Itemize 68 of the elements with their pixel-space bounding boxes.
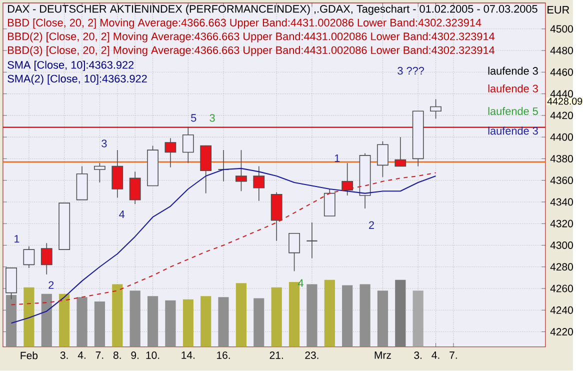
candlestick bbox=[94, 162, 106, 184]
y-tick-label: 4300 bbox=[550, 242, 573, 250]
candlestick bbox=[182, 127, 194, 164]
annotation: BBD [Close, 20, 2] Moving Average:4366.663 Upper Band:4431.002086 Lower Band:4302.323914 bbox=[8, 18, 482, 29]
x-tick-label: 14. bbox=[182, 352, 194, 360]
annotation: SMA(2) [Close, 10]:4363.922 bbox=[8, 74, 147, 85]
x-tick-label: 7. bbox=[96, 352, 104, 360]
x-tick-label: 4. bbox=[432, 352, 440, 360]
text: laufende 3 bbox=[488, 126, 538, 135]
candlestick bbox=[430, 99, 442, 120]
x-tick-label: 16. bbox=[217, 352, 230, 360]
annotation: BBD(2) [Close, 20, 2] Moving Average:4366.663 Upper Band:4431.002086 Lower Band:4302.323914 bbox=[8, 32, 494, 43]
text: 4428.09 bbox=[547, 98, 582, 105]
candlestick bbox=[306, 222, 318, 259]
candlestick bbox=[129, 172, 141, 205]
y-tick-label: 4260 bbox=[550, 285, 573, 292]
x-tick-label: 4. bbox=[78, 352, 86, 360]
x-tick-label: 3. bbox=[414, 352, 422, 360]
annotation: SMA [Close, 10]:4363.922 bbox=[8, 61, 134, 72]
annotation: 3 bbox=[102, 140, 107, 148]
x-tick-label: 23. bbox=[305, 352, 318, 360]
annotation: BBD(3) [Close, 20, 2] Moving Average:4366.663 Upper Band:4431.002086 Lower Band:4302.323914 bbox=[8, 46, 494, 56]
candlestick bbox=[112, 150, 124, 198]
text: laufende 3 bbox=[488, 67, 538, 75]
candlestick bbox=[40, 242, 52, 276]
y-tick-label: 4460 bbox=[550, 68, 573, 76]
y-tick-label: 4400 bbox=[550, 134, 573, 142]
x-tick-label: 7. bbox=[450, 352, 457, 360]
candlestick bbox=[342, 162, 354, 196]
x-tick-label: 9. bbox=[131, 352, 138, 360]
candlestick bbox=[253, 166, 265, 202]
y-tick-label: 4220 bbox=[550, 328, 573, 336]
y-tick-label: 4480 bbox=[550, 47, 573, 54]
y-tick-label: 4240 bbox=[550, 306, 573, 314]
y-axis-title: EUR bbox=[548, 6, 570, 14]
y-tick-label: 4440 bbox=[550, 90, 573, 98]
candlestick bbox=[394, 136, 406, 167]
y-tick-label: 4340 bbox=[550, 198, 573, 206]
x-tick-label: Mrz bbox=[374, 352, 391, 360]
candlestick bbox=[377, 141, 388, 178]
candlestick bbox=[324, 188, 336, 217]
annotation: 4 bbox=[298, 280, 304, 288]
text: laufende 5 bbox=[488, 107, 538, 116]
annotation: 2 bbox=[48, 281, 54, 290]
x-tick-label: 10. bbox=[146, 352, 160, 360]
annotation: 2 bbox=[369, 222, 374, 230]
annotation: 5 bbox=[191, 114, 196, 122]
annotation: 3 bbox=[210, 114, 215, 122]
y-tick-label: 4360 bbox=[550, 176, 573, 184]
candlestick bbox=[288, 233, 300, 272]
annotation: 3 ??? bbox=[398, 67, 424, 75]
annotation: 1 bbox=[14, 235, 20, 243]
annotation: 1 bbox=[334, 154, 340, 162]
x-tick-label: Feb bbox=[20, 352, 38, 360]
y-tick-label: 4420 bbox=[550, 112, 573, 120]
y-tick-label: 4280 bbox=[550, 263, 573, 271]
candlestick bbox=[23, 246, 35, 269]
chart-title: DAX - DEUTSCHER AKTIENINDEX (PERFORMANCEINDEX) ,.GDAX, Tageschart - 01.02.2005 - 07.03.2005 bbox=[8, 5, 538, 16]
x-tick-label: 8. bbox=[113, 352, 121, 360]
y-tick-label: 4380 bbox=[550, 155, 573, 163]
y-tick-label: 4500 bbox=[550, 25, 573, 33]
x-tick-label: 3. bbox=[60, 352, 68, 360]
annotation: 4 bbox=[119, 210, 125, 218]
x-tick-label: 21. bbox=[270, 352, 283, 360]
y-tick-label: 4320 bbox=[550, 220, 573, 228]
candlestick bbox=[164, 138, 176, 168]
candlestick bbox=[236, 150, 247, 192]
text: laufende 3 bbox=[488, 84, 538, 93]
